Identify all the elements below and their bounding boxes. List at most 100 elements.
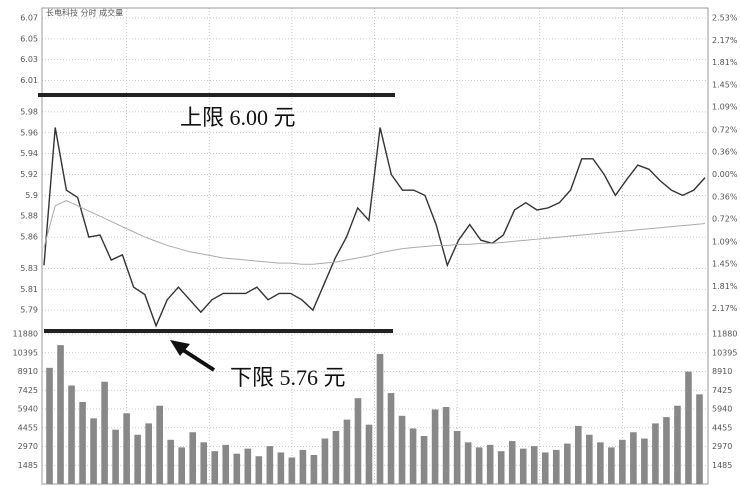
volume-bar bbox=[79, 401, 86, 484]
volume-bar bbox=[112, 429, 119, 484]
y2-tick-label: 0.36% bbox=[712, 192, 738, 201]
volume-tick-label-right: 1485 bbox=[712, 461, 732, 470]
volume-bar bbox=[619, 439, 626, 484]
volume-bar bbox=[674, 405, 681, 484]
volume-tick-label: 2970 bbox=[18, 442, 38, 451]
volume-bar bbox=[563, 443, 571, 484]
volume-bar bbox=[332, 430, 340, 484]
y-tick-label: 5.9 bbox=[25, 191, 38, 200]
y-tick-label: 6.05 bbox=[20, 34, 38, 43]
y-tick-label: 6.03 bbox=[20, 55, 38, 64]
volume-bar bbox=[343, 419, 351, 484]
volume-bar bbox=[409, 428, 417, 484]
volume-bar bbox=[90, 418, 97, 484]
volume-bar bbox=[431, 409, 439, 484]
volume-bar bbox=[630, 432, 637, 484]
volume-bar bbox=[519, 448, 527, 484]
volume-bar bbox=[299, 449, 307, 484]
volume-bar bbox=[354, 398, 362, 484]
volume-bar bbox=[233, 453, 241, 484]
y-tick-label: 5.92 bbox=[20, 170, 38, 179]
y-tick-label: 5.79 bbox=[20, 306, 38, 315]
volume-bar bbox=[641, 438, 648, 484]
volume-bar bbox=[541, 452, 549, 484]
y2-tick-label: 2.17% bbox=[712, 304, 738, 313]
volume-bar bbox=[475, 447, 483, 484]
volume-bar bbox=[156, 405, 163, 484]
volume-bar bbox=[398, 415, 406, 484]
volume-bar bbox=[597, 442, 604, 484]
volume-tick-label: 10395 bbox=[13, 348, 38, 357]
y-tick-label: 5.83 bbox=[20, 264, 38, 273]
volume-bar bbox=[376, 353, 384, 484]
y2-tick-label: 0.36% bbox=[712, 148, 738, 157]
volume-tick-label-right: 2970 bbox=[712, 442, 732, 451]
upper-annotation: 上限 6.00 元 bbox=[180, 105, 296, 130]
series-line bbox=[43, 200, 706, 265]
y-tick-label: 5.98 bbox=[20, 107, 38, 116]
volume-bar bbox=[211, 451, 219, 484]
volume-tick-label: 8910 bbox=[18, 367, 38, 376]
volume-tick-label: 4455 bbox=[18, 423, 38, 432]
y-tick-label: 5.96 bbox=[20, 128, 38, 137]
y-tick-label: 5.81 bbox=[20, 285, 38, 294]
volume-bar bbox=[530, 446, 538, 484]
frame bbox=[41, 7, 709, 485]
y2-tick-label: 1.45% bbox=[712, 260, 738, 269]
volume-bar bbox=[244, 448, 252, 484]
volume-bar bbox=[123, 413, 130, 484]
volume-bar bbox=[387, 393, 395, 484]
y-tick-label: 5.86 bbox=[20, 233, 38, 242]
volume-bar bbox=[365, 424, 373, 484]
volume-tick-label: 7425 bbox=[18, 386, 38, 395]
volume-tick-label-right: 11880 bbox=[712, 330, 737, 339]
volume-bar bbox=[508, 441, 516, 484]
volume-tick-label-right: 5940 bbox=[712, 405, 732, 414]
y2-tick-label: 1.45% bbox=[712, 80, 738, 89]
volume-bar bbox=[663, 417, 670, 484]
volume-bar bbox=[652, 423, 659, 484]
series-line bbox=[43, 127, 706, 328]
arrow-shaft bbox=[178, 346, 216, 372]
volume-tick-label: 1485 bbox=[18, 461, 38, 470]
volume-bar bbox=[68, 385, 75, 484]
volume-tick-label: 5940 bbox=[18, 405, 38, 414]
volume-bar bbox=[57, 345, 64, 484]
volume-bar bbox=[145, 423, 152, 484]
volume-bar bbox=[453, 430, 461, 484]
y-tick-label: 5.88 bbox=[20, 212, 38, 221]
y2-tick-label: 2.17% bbox=[712, 36, 738, 45]
y2-tick-label: 0.72% bbox=[712, 215, 738, 224]
volume-bar bbox=[178, 447, 186, 484]
volume-bar bbox=[46, 367, 53, 484]
volume-bar bbox=[134, 434, 141, 484]
lower-annotation: 下限 5.76 元 bbox=[230, 365, 346, 390]
volume-bar bbox=[696, 394, 703, 484]
volume-bar bbox=[497, 451, 505, 484]
volume-bar bbox=[167, 439, 174, 484]
volume-bar bbox=[200, 442, 208, 484]
volume-bar bbox=[685, 371, 692, 484]
y2-tick-label: 0.72% bbox=[712, 125, 738, 134]
y-tick-label: 6.01 bbox=[20, 76, 38, 85]
y-tick-label: 5.94 bbox=[20, 149, 38, 158]
volume-bar bbox=[442, 406, 450, 484]
volume-bar bbox=[101, 381, 108, 484]
y2-tick-label: 1.81% bbox=[712, 282, 738, 291]
volume-bar bbox=[420, 436, 428, 484]
chart-header: 长电科技 分时 成交量 bbox=[46, 8, 123, 18]
volume-bar bbox=[608, 447, 615, 484]
volume-bar bbox=[277, 452, 285, 484]
volume-tick-label-right: 8910 bbox=[712, 367, 732, 376]
volume-bar bbox=[552, 449, 560, 484]
volume-bar bbox=[464, 442, 472, 484]
volume-bar bbox=[255, 456, 263, 484]
y2-tick-label: 2.53% bbox=[712, 14, 738, 23]
volume-bar bbox=[586, 434, 593, 484]
y2-tick-label: 1.09% bbox=[712, 237, 738, 246]
volume-tick-label-right: 7425 bbox=[712, 386, 732, 395]
y-tick-label: 6.07 bbox=[20, 14, 38, 23]
y2-tick-label: 1.09% bbox=[712, 103, 738, 112]
volume-bar bbox=[189, 432, 197, 484]
